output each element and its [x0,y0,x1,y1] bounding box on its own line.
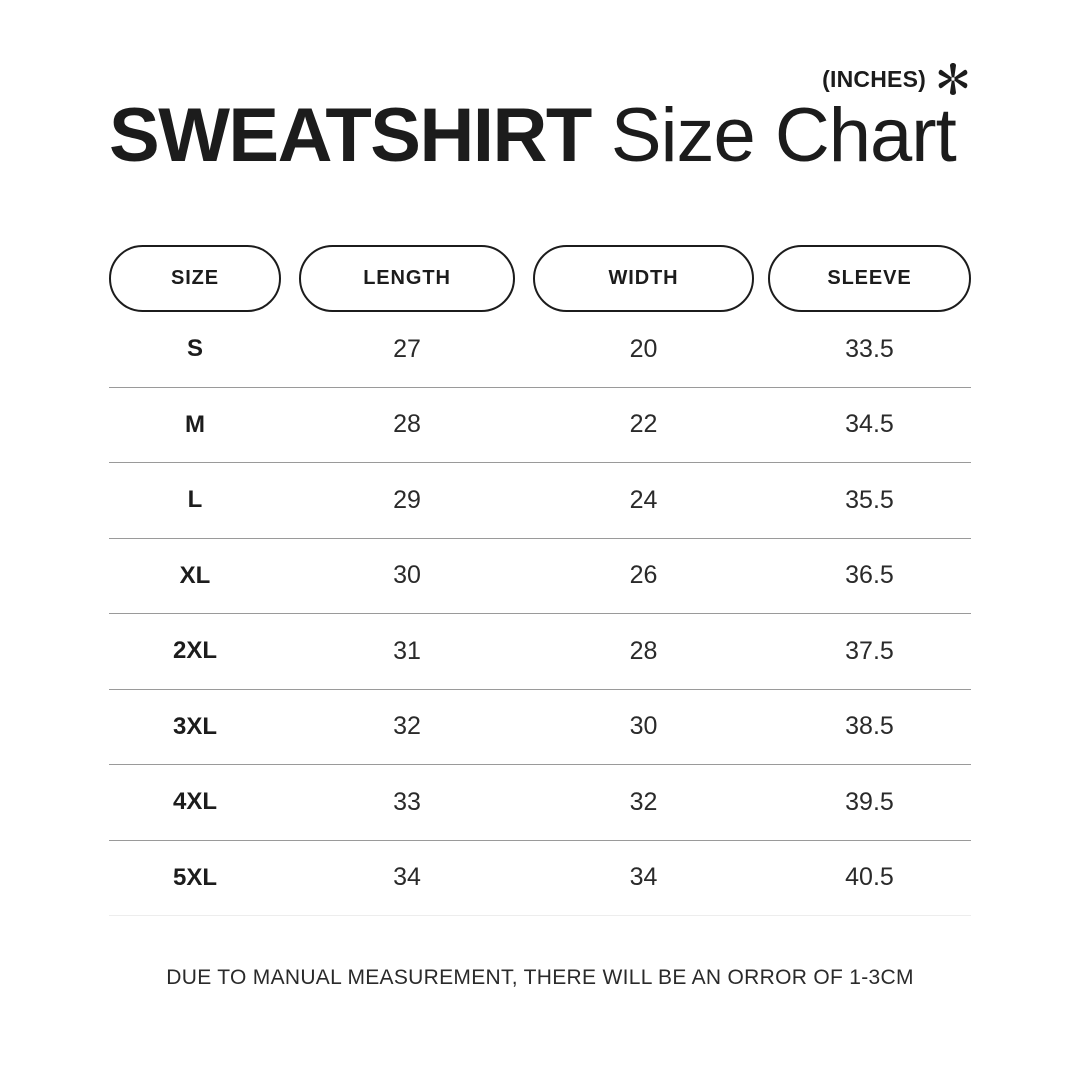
measurement-cell-width: 32 [629,787,658,816]
measurement-cell-width: 20 [629,334,658,363]
measurement-cell-width: 22 [629,410,658,439]
size-label-cell: 3XL [172,712,217,740]
measurement-cell-width: 24 [629,485,658,514]
column-header-size-label: SIZE [170,267,220,289]
asterisk-icon [935,61,971,97]
size-label-cell: 4XL [172,788,217,816]
column-header-width-label: WIDTH [608,267,679,289]
measurement-cell-sleeve: 35.5 [845,485,894,514]
table-header-row: SIZE LENGTH WIDTH SLEEVE [109,245,971,312]
measurement-cell-sleeve: 37.5 [845,636,894,665]
measurement-cell-length: 30 [393,561,421,590]
size-table: SIZE LENGTH WIDTH SLEEVE S 27 20 33.5 M 28 22 3… [109,245,971,916]
measurement-disclaimer: DUE TO MANUAL MEASUREMENT, THERE WILL BE… [166,966,914,989]
table-row: 4XL 33 32 39.5 [109,765,971,841]
measurement-cell-length: 27 [393,334,421,363]
table-row: 3XL 32 30 38.5 [109,690,971,765]
measurement-cell-length: 28 [393,410,421,439]
size-label-cell: XL [179,561,211,589]
measurement-cell-width: 26 [629,561,658,590]
size-label-cell: L [187,486,203,514]
table-body: S 27 20 33.5 M 28 22 34.5 L 29 24 35.5 XL 30 26 36.5 2XL… [109,312,971,916]
measurement-cell-sleeve: 40.5 [845,863,894,892]
size-label-cell: 5XL [172,863,217,891]
page-title: SWEATSHIRT Size Chart [109,96,971,176]
measurement-cell-length: 29 [393,485,421,514]
column-header-sleeve: SLEEVE [768,245,971,312]
measurement-cell-width: 34 [629,863,658,892]
table-row: S 27 20 33.5 [109,312,971,388]
measurement-cell-width: 28 [629,636,658,665]
table-row: 2XL 31 28 37.5 [109,614,971,690]
measurement-cell-length: 31 [393,636,421,665]
measurement-cell-length: 34 [393,863,421,892]
size-label-cell: S [186,335,203,363]
measurement-cell-length: 33 [393,787,421,816]
page-title-strong: SWEATSHIRT [109,93,592,178]
table-row: L 29 24 35.5 [109,463,971,539]
table-row: M 28 22 34.5 [109,388,971,463]
size-label-cell: 2XL [172,637,217,665]
measurement-cell-length: 32 [393,712,421,741]
measurement-cell-sleeve: 36.5 [845,561,894,590]
table-row: 5XL 34 34 40.5 [109,841,971,916]
column-header-size: SIZE [109,245,281,312]
column-header-width: WIDTH [533,245,754,312]
unit-indicator: (INCHES) [822,62,971,96]
column-header-length: LENGTH [299,245,515,312]
measurement-cell-sleeve: 39.5 [845,787,894,816]
page-title-light: Size Chart [610,93,957,178]
measurement-cell-width: 30 [629,712,658,741]
column-header-length-label: LENGTH [363,267,451,289]
unit-label: (INCHES) [822,65,926,92]
table-row: XL 30 26 36.5 [109,539,971,614]
measurement-cell-sleeve: 34.5 [845,410,894,439]
measurement-cell-sleeve: 33.5 [845,334,894,363]
measurement-cell-sleeve: 38.5 [845,712,894,741]
column-header-sleeve-label: SLEEVE [827,267,912,289]
size-label-cell: M [185,410,205,438]
